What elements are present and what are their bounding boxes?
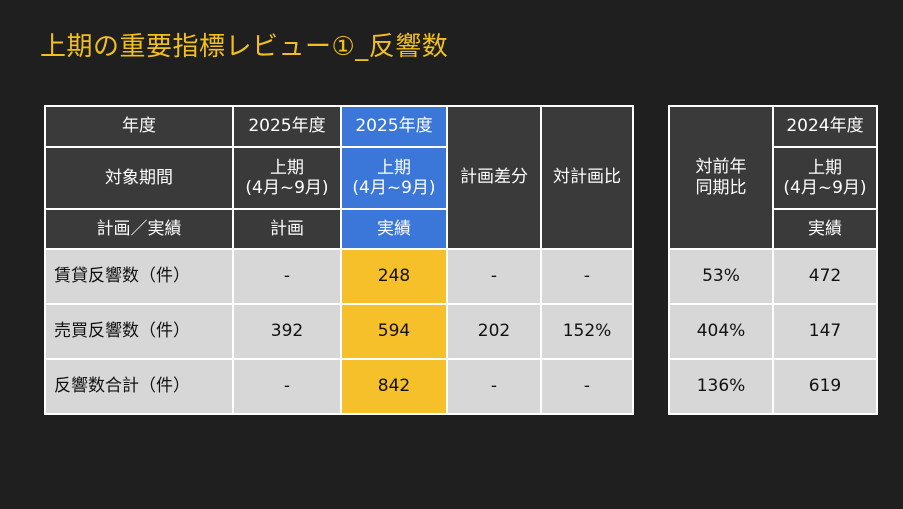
- prev-period-line1: 上期: [808, 157, 842, 178]
- header-plan-year: 2025年度: [232, 105, 342, 148]
- prev-value: 472: [772, 248, 878, 305]
- actual-value: 248: [340, 248, 448, 305]
- header-actual-kind: 実績: [340, 208, 448, 250]
- table-row: 売買反響数（件） 392 594 202 152%: [44, 303, 634, 360]
- ratio-value: -: [540, 248, 634, 305]
- header-year-label: 年度: [44, 105, 234, 148]
- plan-period-line1: 上期: [270, 157, 304, 178]
- table-row: 反響数合計（件） - 842 - -: [44, 358, 634, 415]
- diff-value: 202: [446, 303, 542, 360]
- table-row: 136% 619: [668, 358, 878, 415]
- header-yoy: 対前年 同期比: [668, 105, 774, 250]
- row-label: 賃貸反響数（件）: [44, 248, 234, 305]
- header-prev-kind: 実績: [772, 208, 878, 250]
- plan-value: -: [232, 248, 342, 305]
- prev-period-line2: (4月~9月): [783, 178, 867, 198]
- actual-value: 594: [340, 303, 448, 360]
- row-label: 反響数合計（件）: [44, 358, 234, 415]
- main-results-table: 年度 2025年度 2025年度 計画差分 対計画比 対象期間 上期 (4月~9…: [44, 105, 634, 415]
- header-actual-period: 上期 (4月~9月): [340, 146, 448, 210]
- previous-year-table: 対前年 同期比 2024年度 上期 (4月~9月) 実績 53% 472 404…: [668, 105, 878, 415]
- prev-value: 619: [772, 358, 878, 415]
- slide-title: 上期の重要指標レビュー①_反響数: [40, 32, 449, 62]
- actual-value: 842: [340, 358, 448, 415]
- header-prev-period: 上期 (4月~9月): [772, 146, 878, 210]
- header-plan-kind: 計画: [232, 208, 342, 250]
- yoy-line1: 対前年: [695, 157, 747, 178]
- header-kind-label: 計画／実績: [44, 208, 234, 250]
- plan-value: 392: [232, 303, 342, 360]
- header-actual-year: 2025年度: [340, 105, 448, 148]
- header-plan-diff: 計画差分: [446, 105, 542, 250]
- row-label: 売買反響数（件）: [44, 303, 234, 360]
- header-period-label: 対象期間: [44, 146, 234, 210]
- yoy-value: 53%: [668, 248, 774, 305]
- diff-value: -: [446, 358, 542, 415]
- ratio-value: -: [540, 358, 634, 415]
- plan-period-line2: (4月~9月): [245, 178, 329, 198]
- actual-period-line1: 上期: [377, 157, 411, 178]
- table-row: 53% 472: [668, 248, 878, 305]
- yoy-value: 136%: [668, 358, 774, 415]
- table-row: 404% 147: [668, 303, 878, 360]
- header-prev-year: 2024年度: [772, 105, 878, 148]
- actual-period-line2: (4月~9月): [352, 178, 436, 198]
- table-row: 賃貸反響数（件） - 248 - -: [44, 248, 634, 305]
- yoy-value: 404%: [668, 303, 774, 360]
- plan-value: -: [232, 358, 342, 415]
- yoy-line2: 同期比: [695, 177, 747, 198]
- diff-value: -: [446, 248, 542, 305]
- ratio-value: 152%: [540, 303, 634, 360]
- header-plan-ratio: 対計画比: [540, 105, 634, 250]
- prev-value: 147: [772, 303, 878, 360]
- header-plan-period: 上期 (4月~9月): [232, 146, 342, 210]
